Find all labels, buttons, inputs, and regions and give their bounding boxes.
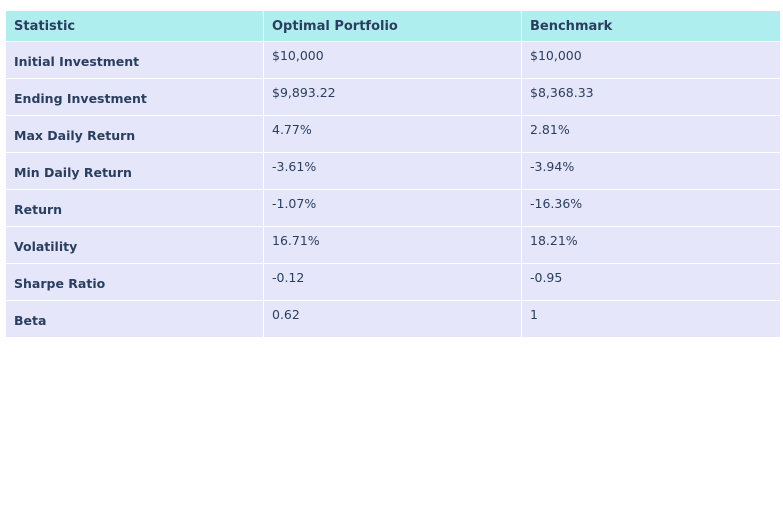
benchmark-value-cell: -16.36% — [521, 189, 781, 227]
statistic-label-cell: Ending Investment — [5, 78, 264, 116]
table-body: Initial Investment $10,000 $10,000 Ending I… — [5, 41, 781, 338]
benchmark-value-cell: -3.94% — [521, 152, 781, 190]
benchmark-value-cell: $8,368.33 — [521, 78, 781, 116]
benchmark-value-cell: 2.81% — [521, 115, 781, 153]
optimal-portfolio-value-cell: 16.71% — [263, 226, 522, 264]
table-row: Sharpe Ratio -0.12 -0.95 — [5, 263, 781, 301]
optimal-portfolio-value-cell: -3.61% — [263, 152, 522, 190]
table-row: Max Daily Return 4.77% 2.81% — [5, 115, 781, 153]
table-row: Initial Investment $10,000 $10,000 — [5, 41, 781, 79]
statistics-table-figure: Statistic Optimal Portfolio Benchmark Init… — [5, 10, 781, 338]
optimal-portfolio-value-cell: $10,000 — [263, 41, 522, 79]
benchmark-value-cell: 18.21% — [521, 226, 781, 264]
column-header-optimal-portfolio: Optimal Portfolio — [263, 10, 522, 42]
statistic-label-cell: Return — [5, 189, 264, 227]
optimal-portfolio-value-cell: -0.12 — [263, 263, 522, 301]
optimal-portfolio-value-cell: 4.77% — [263, 115, 522, 153]
table-row: Ending Investment $9,893.22 $8,368.33 — [5, 78, 781, 116]
table-row: Min Daily Return -3.61% -3.94% — [5, 152, 781, 190]
table-header-row: Statistic Optimal Portfolio Benchmark — [5, 10, 781, 42]
optimal-portfolio-value-cell: -1.07% — [263, 189, 522, 227]
statistic-label-cell: Volatility — [5, 226, 264, 264]
optimal-portfolio-value-cell: $9,893.22 — [263, 78, 522, 116]
benchmark-value-cell: -0.95 — [521, 263, 781, 301]
column-header-benchmark: Benchmark — [521, 10, 781, 42]
benchmark-value-cell: 1 — [521, 300, 781, 338]
optimal-portfolio-value-cell: 0.62 — [263, 300, 522, 338]
benchmark-value-cell: $10,000 — [521, 41, 781, 79]
statistic-label-cell: Sharpe Ratio — [5, 263, 264, 301]
statistic-label-cell: Max Daily Return — [5, 115, 264, 153]
statistic-label-cell: Initial Investment — [5, 41, 264, 79]
statistic-label-cell: Beta — [5, 300, 264, 338]
table-row: Volatility 16.71% 18.21% — [5, 226, 781, 264]
column-header-statistic: Statistic — [5, 10, 264, 42]
table-row: Beta 0.62 1 — [5, 300, 781, 338]
table-row: Return -1.07% -16.36% — [5, 189, 781, 227]
statistic-label-cell: Min Daily Return — [5, 152, 264, 190]
statistics-table: Statistic Optimal Portfolio Benchmark Init… — [5, 10, 781, 338]
